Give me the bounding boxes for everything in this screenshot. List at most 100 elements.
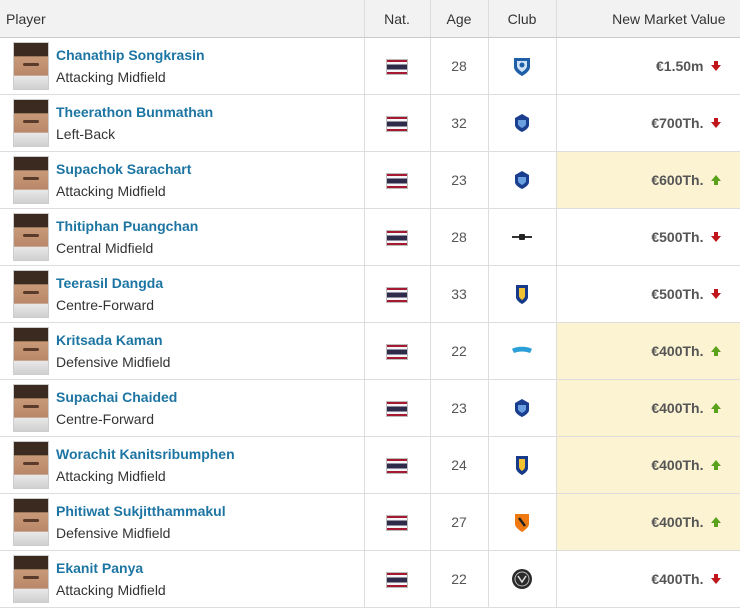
table-row: Phitiwat Sukjitthammakul Defensive Midfie… [0, 493, 740, 551]
trend-up-arrow-icon [704, 514, 722, 530]
thailand-flag-icon[interactable] [386, 571, 408, 588]
player-name-link[interactable]: Ekanit Panya [56, 560, 144, 576]
club-crest-blue-icon[interactable] [511, 112, 533, 134]
player-cell: Supachai Chaided Centre-Forward [0, 379, 365, 437]
player-name-link[interactable]: Phitiwat Sukjitthammakul [56, 503, 226, 519]
age-cell: 22 [430, 322, 489, 380]
player-position: Centre-Forward [56, 411, 155, 427]
age-cell: 24 [430, 436, 489, 494]
table-header-row: Player Nat. Age Club New Market Value [0, 0, 740, 38]
player-name-link[interactable]: Teerasil Dangda [56, 275, 164, 291]
market-value-cell: €700Th. [556, 94, 740, 152]
table-row: Supachai Chaided Centre-Forward 23 €400Th. [0, 379, 740, 437]
market-value-cell: €400Th. [556, 322, 740, 380]
player-photo[interactable] [13, 384, 49, 432]
club-cell [488, 379, 557, 437]
player-name-link[interactable]: Thitiphan Puangchan [56, 218, 199, 234]
table-row: Kritsada Kaman Defensive Midfield 22 €400Th… [0, 322, 740, 380]
club-cell [488, 550, 557, 608]
age-cell: 28 [430, 37, 489, 95]
header-market-value[interactable]: New Market Value [556, 0, 740, 38]
market-value-text: €400Th. [651, 571, 704, 587]
club-cell [488, 265, 557, 323]
trend-up-arrow-icon [704, 172, 722, 188]
club-crest-dark-round-icon[interactable] [511, 568, 533, 590]
market-value-text: €600Th. [651, 172, 704, 188]
player-position: Left-Back [56, 126, 116, 142]
player-name-link[interactable]: Kritsada Kaman [56, 332, 163, 348]
club-cell [488, 208, 557, 266]
player-photo[interactable] [13, 42, 49, 90]
thailand-flag-icon[interactable] [386, 343, 408, 360]
club-cell [488, 436, 557, 494]
club-crest-orange-icon[interactable] [511, 511, 533, 533]
player-photo[interactable] [13, 441, 49, 489]
thailand-flag-icon[interactable] [386, 58, 408, 75]
player-cell: Phitiwat Sukjitthammakul Defensive Midfie… [0, 493, 365, 551]
club-crest-shield-blue-icon[interactable] [511, 454, 533, 476]
thailand-flag-icon[interactable] [386, 400, 408, 417]
player-name-link[interactable]: Worachit Kanitsribumphen [56, 446, 235, 462]
player-photo[interactable] [13, 555, 49, 603]
club-crest-blue-icon[interactable] [511, 397, 533, 419]
market-value-text: €1.50m [656, 58, 704, 74]
club-crest-blue-white-icon[interactable] [511, 55, 533, 77]
header-player[interactable]: Player [0, 0, 365, 38]
header-club[interactable]: Club [488, 0, 557, 38]
player-position: Defensive Midfield [56, 525, 171, 541]
table-row: Worachit Kanitsribumphen Attacking Midfie… [0, 436, 740, 494]
nationality-cell [364, 265, 431, 323]
market-value-text: €500Th. [651, 286, 704, 302]
trend-down-arrow-icon [704, 229, 722, 245]
player-photo[interactable] [13, 498, 49, 546]
market-value-text: €700Th. [651, 115, 704, 131]
market-value-text: €500Th. [651, 229, 704, 245]
player-name-link[interactable]: Supachok Sarachart [56, 161, 192, 177]
table-row: Ekanit Panya Attacking Midfield 22 €400Th. [0, 550, 740, 608]
player-name-link[interactable]: Theerathon Bunmathan [56, 104, 214, 120]
player-position: Attacking Midfield [56, 582, 166, 598]
table-row: Thitiphan Puangchan Central Midfield 28 €50… [0, 208, 740, 266]
market-value-text: €400Th. [651, 457, 704, 473]
player-cell: Thitiphan Puangchan Central Midfield [0, 208, 365, 266]
market-value-cell: €500Th. [556, 208, 740, 266]
nationality-cell [364, 550, 431, 608]
table-row: Supachok Sarachart Attacking Midfield 23 €6… [0, 151, 740, 209]
thailand-flag-icon[interactable] [386, 115, 408, 132]
trend-down-arrow-icon [704, 286, 722, 302]
club-crest-blue-icon[interactable] [511, 169, 533, 191]
nationality-cell [364, 436, 431, 494]
trend-down-arrow-icon [704, 571, 722, 587]
player-photo[interactable] [13, 213, 49, 261]
trend-up-arrow-icon [704, 343, 722, 359]
club-crest-shield-blue-icon[interactable] [511, 283, 533, 305]
player-position: Central Midfield [56, 240, 154, 256]
club-crest-light-blue-icon[interactable] [511, 340, 533, 362]
player-photo[interactable] [13, 156, 49, 204]
player-position: Attacking Midfield [56, 183, 166, 199]
player-name-link[interactable]: Supachai Chaided [56, 389, 178, 405]
nationality-cell [364, 322, 431, 380]
market-value-cell: €1.50m [556, 37, 740, 95]
player-photo[interactable] [13, 327, 49, 375]
nationality-cell [364, 94, 431, 152]
thailand-flag-icon[interactable] [386, 514, 408, 531]
club-cell [488, 151, 557, 209]
thailand-flag-icon[interactable] [386, 172, 408, 189]
thailand-flag-icon[interactable] [386, 286, 408, 303]
club-crest-wings-icon[interactable] [511, 226, 533, 248]
header-nationality[interactable]: Nat. [364, 0, 431, 38]
player-position: Attacking Midfield [56, 468, 166, 484]
nationality-cell [364, 37, 431, 95]
header-age[interactable]: Age [430, 0, 489, 38]
thailand-flag-icon[interactable] [386, 229, 408, 246]
club-cell [488, 493, 557, 551]
player-photo[interactable] [13, 99, 49, 147]
player-name-link[interactable]: Chanathip Songkrasin [56, 47, 205, 63]
player-position: Attacking Midfield [56, 69, 166, 85]
trend-down-arrow-icon [704, 115, 722, 131]
player-photo[interactable] [13, 270, 49, 318]
player-cell: Teerasil Dangda Centre-Forward [0, 265, 365, 323]
club-cell [488, 322, 557, 380]
thailand-flag-icon[interactable] [386, 457, 408, 474]
